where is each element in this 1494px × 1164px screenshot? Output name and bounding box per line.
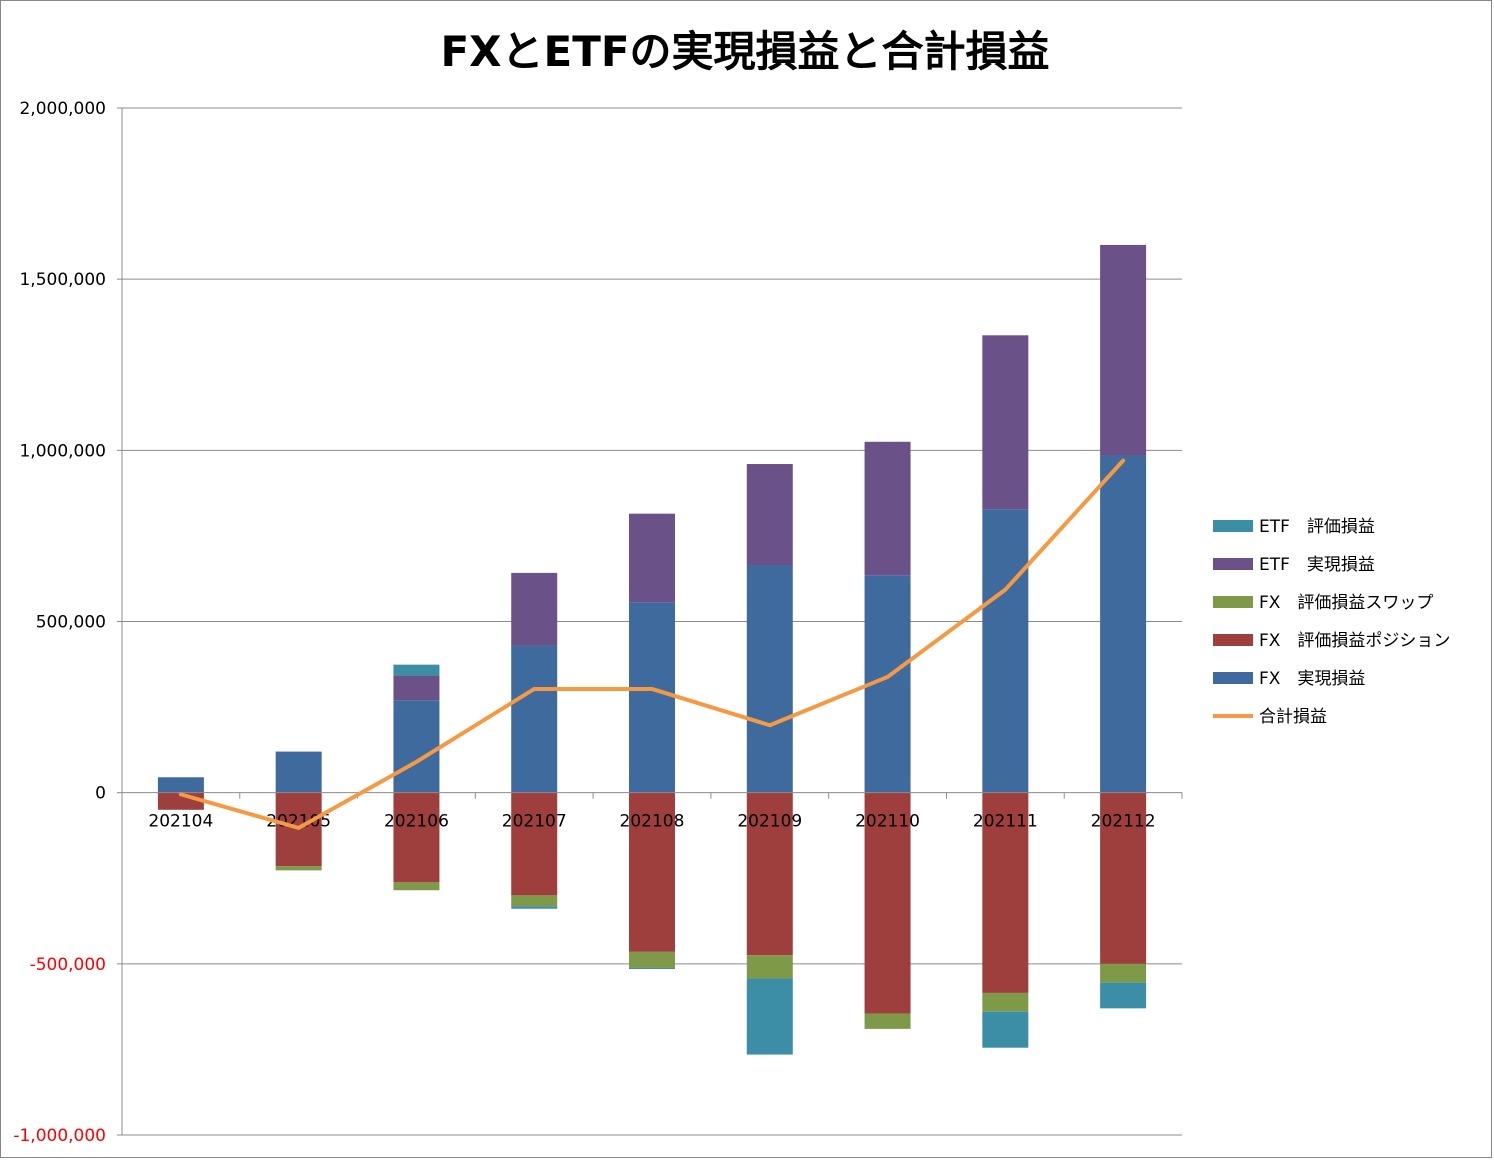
x-tick-label: 202110 (855, 812, 920, 832)
x-tick-label: 202112 (1091, 812, 1156, 832)
legend-label: 合計損益 (1259, 707, 1327, 727)
bar-segment (864, 441, 911, 576)
bar-segment (982, 1011, 1029, 1048)
total-line (178, 458, 1126, 830)
bar-segment (511, 645, 558, 793)
bar-segment (629, 792, 675, 952)
x-tick-label: 202104 (148, 812, 213, 832)
y-tick-label: 2,000,000 (19, 99, 106, 119)
bars (157, 244, 1147, 1055)
bar-segment (393, 882, 440, 891)
y-tick-label: 1,000,000 (19, 441, 106, 461)
bar-segment (629, 513, 675, 603)
legend-label: ETF 評価損益 (1259, 517, 1375, 537)
bar-segment (629, 951, 675, 968)
x-tick-label: 202111 (973, 812, 1038, 832)
series-line-total (178, 458, 1126, 830)
legend-label: FX 評価損益ポジション (1259, 631, 1450, 651)
bar-segment (275, 866, 322, 871)
bar-segment (275, 751, 322, 793)
legend-swatch (1213, 634, 1253, 646)
legend: ETF 評価損益 ETF 実現損益 FX 評価損益スワップ FX 評価損益ポジション F… (1213, 517, 1450, 727)
x-tick-label: 202106 (384, 812, 449, 832)
bar-segment (393, 675, 440, 701)
bar-segment (982, 509, 1029, 793)
bar-segment (511, 572, 558, 646)
bar-segment (1100, 982, 1147, 1009)
bar-segment (982, 335, 1029, 510)
y-tick-label: -1,000,000 (13, 1126, 106, 1146)
bar-segment (1100, 963, 1147, 983)
legend-label: ETF 実現損益 (1259, 555, 1375, 575)
chart-title: FXとETFの実現損益と合計損益 (440, 27, 1049, 76)
y-tick-label: 1,500,000 (19, 270, 106, 290)
bar-segment (864, 1013, 911, 1029)
bar-segment (1100, 792, 1147, 964)
x-tick-label: 202109 (737, 812, 802, 832)
legend-swatch (1213, 558, 1253, 570)
legend-swatch (1213, 672, 1253, 684)
bar-segment (1100, 244, 1147, 456)
legend-swatch (1213, 520, 1253, 532)
bar-segment (511, 906, 558, 909)
bar-segment (157, 777, 204, 793)
bar-segment (629, 967, 675, 969)
bar-segment (629, 602, 675, 793)
bar-segment (393, 664, 440, 676)
bar-segment (746, 955, 793, 979)
bar-segment (864, 792, 911, 1014)
legend-label: FX 評価損益スワップ (1259, 593, 1433, 613)
x-tick-label: 202107 (502, 812, 567, 832)
legend-swatch (1213, 596, 1253, 608)
bar-segment (746, 464, 793, 566)
y-axis: 2,000,000 1,500,000 1,000,000 500,000 0 -500,… (13, 99, 123, 1146)
bar-segment (511, 792, 558, 896)
legend-label: FX 実現損益 (1259, 669, 1365, 689)
bar-segment (746, 565, 793, 793)
bar-segment (1100, 455, 1147, 793)
x-tick-label: 202108 (620, 812, 685, 832)
bar-segment (982, 992, 1029, 1012)
y-tick-label: 500,000 (36, 613, 106, 633)
bar-segment (511, 895, 558, 907)
bar-segment (393, 792, 440, 883)
bar-segment (746, 978, 793, 1055)
bar-segment (746, 792, 793, 956)
bar-segment (393, 700, 440, 793)
y-tick-label: -500,000 (30, 955, 106, 975)
bar-segment (982, 792, 1029, 993)
y-tick-label: 0 (95, 784, 106, 804)
